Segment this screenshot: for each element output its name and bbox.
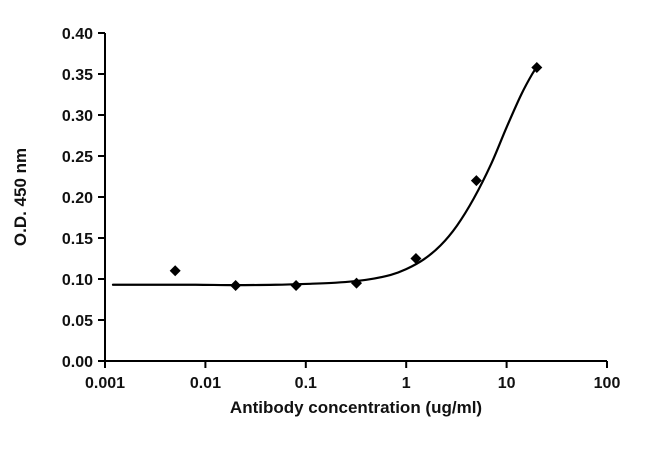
fit-curve [111,64,539,287]
y-tick-label: 0.20 [62,190,93,207]
data-point-marker [531,61,543,73]
x-tick-label: 0.01 [190,375,221,392]
data-point-marker [470,175,482,187]
x-axis-title: Antibody concentration (ug/ml) [230,398,482,417]
y-tick-label: 0.05 [62,313,93,330]
data-point-marker [410,253,422,264]
x-tick-label: 100 [594,375,621,392]
x-tick-label: 0.1 [295,375,317,392]
data-point-marker [351,277,363,289]
y-tick-label: 0.10 [62,272,93,289]
y-tick-label: 0.35 [62,67,93,84]
y-tick-label: 0.00 [62,354,93,371]
y-tick-label: 0.15 [62,231,93,248]
y-tick-label: 0.25 [62,149,93,166]
y-axis-title: O.D. 450 nm [11,148,30,246]
x-tick-label: 1 [402,375,411,392]
data-point-marker [290,280,302,292]
x-tick-label: 0.001 [85,375,125,392]
x-tick-label: 10 [498,375,516,392]
data-point-marker [169,265,181,277]
y-tick-label: 0.40 [62,26,93,43]
y-tick-label: 0.30 [62,108,93,125]
data-point-marker [230,280,242,292]
